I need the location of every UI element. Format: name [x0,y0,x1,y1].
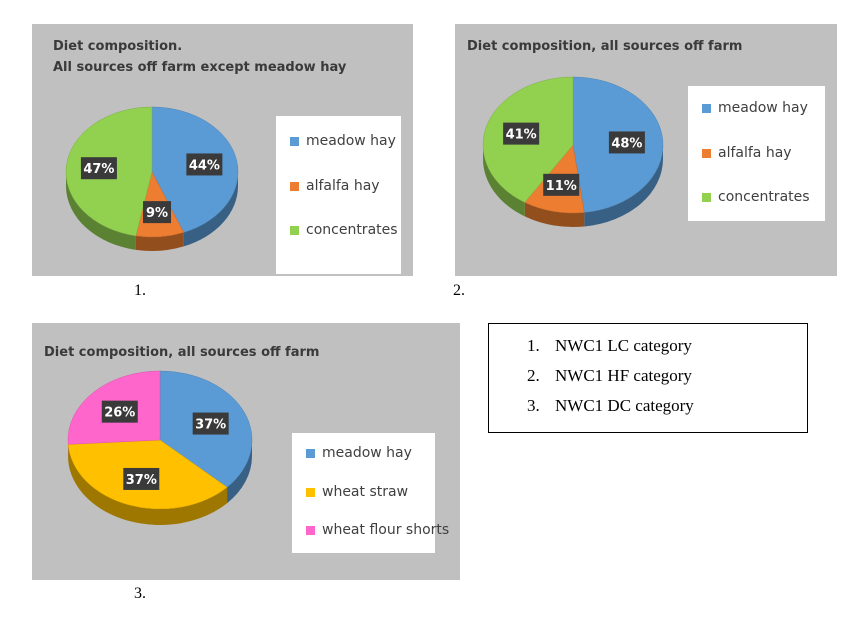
legend-label: alfalfa hay [718,145,792,161]
legend-label: meadow hay [322,445,412,461]
chart-legend: meadow hay alfalfa hay concentrates [688,86,825,221]
chart-title-line: Diet composition, all sources off farm [467,39,743,54]
key-item-number: 2. [527,366,540,385]
legend-swatch [290,181,299,191]
pie-slice-side [68,444,228,525]
chart-panel-1: Diet composition. All sources off farm e… [32,24,413,276]
pie-slice-side [483,145,525,217]
legend-swatch [306,525,315,535]
legend-swatch [306,448,315,458]
legend-label: concentrates [718,189,810,205]
chart-title: Diet composition, all sources off farm [467,36,742,57]
data-label: 26% [104,406,135,421]
figure-number: 3. [134,585,146,602]
legend-label: meadow hay [306,133,396,149]
chart-title-line: Diet composition, all sources off farm [44,345,320,360]
data-label: 44% [189,158,220,173]
pie-slice-side [183,172,238,247]
legend-label: concentrates [306,222,398,238]
data-label: 47% [83,162,114,177]
data-label-bg [503,122,540,145]
legend-swatch [702,192,711,202]
data-label-bg [143,201,172,224]
key-item: 2. NWC1 HF category [527,366,692,386]
key-item-text: NWC1 LC category [555,336,692,355]
data-label-bg [543,173,580,196]
key-item-number: 3. [527,396,540,415]
legend-entry: alfalfa hay [290,176,380,196]
data-label-bg [608,131,645,154]
key-item: 3. NWC1 DC category [527,396,694,416]
data-label-bg [192,412,229,435]
key-item-text: NWC1 DC category [555,396,694,415]
legend-swatch [702,103,711,113]
legend-entry: concentrates [702,187,810,207]
data-label: 11% [546,179,577,194]
pie-slice-side [66,172,136,250]
chart-title-line: Diet composition. [53,39,183,54]
chart-legend: meadow hay alfalfa hay concentrates [276,116,401,274]
data-label: 48% [611,136,642,151]
data-label: 37% [126,473,157,488]
legend-label: wheat flour shorts [322,522,450,538]
legend-entry: concentrates [290,220,398,240]
key-item-number: 1. [527,336,540,355]
pie-chart: 48% 11% 41% [482,76,664,227]
legend-entry: alfalfa hay [702,143,792,163]
legend-entry: wheat flour shorts [306,520,449,540]
legend-swatch [306,487,315,497]
legend-swatch [290,225,299,235]
data-label-bg [80,157,117,180]
data-label: 37% [195,418,226,433]
chart-title: Diet composition. All sources off farm e… [53,36,346,78]
chart-title-line: All sources off farm except meadow hay [53,60,347,75]
legend-label: alfalfa hay [306,178,380,194]
legend-label: wheat straw [322,484,409,500]
legend-entry: meadow hay [306,443,412,463]
figure-number: 1. [134,282,146,299]
pie-slice-side [524,202,585,227]
data-label: 41% [506,128,537,143]
legend-entry: meadow hay [290,131,396,151]
data-label: 9% [146,206,168,221]
figure-number: 2. [453,282,465,299]
key-item: 1. NWC1 LC category [527,336,692,356]
pie-chart: 44% 9% 47% [65,106,239,251]
pie-slice-side [227,440,252,504]
legend-entry: wheat straw [306,482,408,502]
legend-entry: meadow hay [702,98,808,118]
data-label-bg [101,400,138,423]
legend-label: meadow hay [718,100,808,116]
chart-legend: meadow hay wheat straw wheat flour short… [292,433,449,553]
key-item-text: NWC1 HF category [555,366,692,385]
legend-swatch [702,148,711,158]
chart-panel-3: Diet composition, all sources off farm 3… [32,323,460,580]
pie-slice-side [584,145,663,227]
pie-chart: 37% 37% 26% [67,370,253,525]
data-label-bg [186,153,223,176]
legend-swatch [290,136,299,146]
category-key-box: 1. NWC1 LC category 2. NWC1 HF category … [488,323,808,433]
data-label-bg [123,467,160,490]
chart-title: Diet composition, all sources off farm [44,342,319,363]
chart-panel-2: Diet composition, all sources off farm 4… [455,24,837,276]
